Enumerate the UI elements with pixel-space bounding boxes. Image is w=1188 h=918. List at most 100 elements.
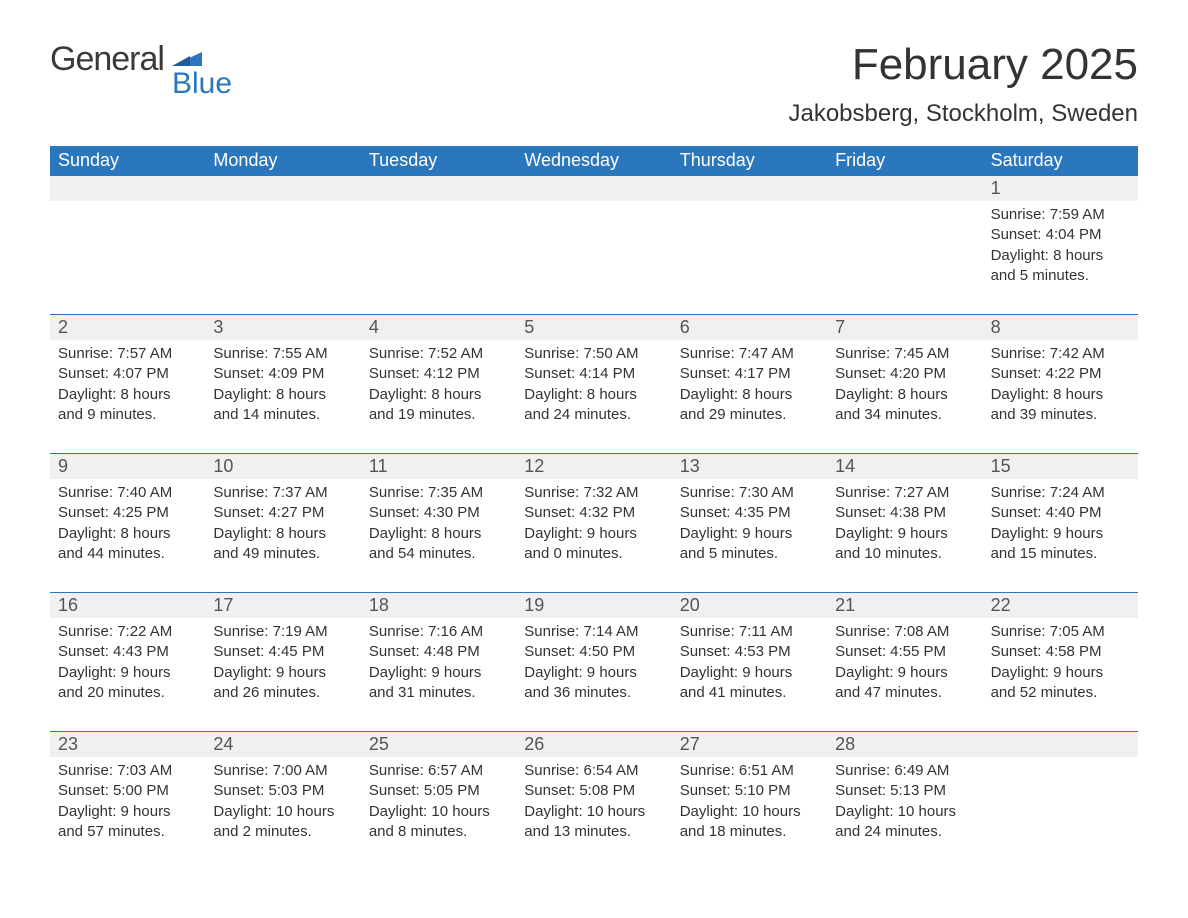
day-content: Sunrise: 7:42 AMSunset: 4:22 PMDaylight:… <box>983 340 1138 451</box>
day-header-cell: Tuesday <box>361 146 516 175</box>
sunrise-line: Sunrise: 7:27 AM <box>835 483 974 503</box>
daylight-line: Daylight: 9 hours and 10 minutes. <box>835 524 974 565</box>
day-content: Sunrise: 7:03 AMSunset: 5:00 PMDaylight:… <box>50 757 205 868</box>
day-header-cell: Saturday <box>983 146 1138 175</box>
sunset-line: Sunset: 4:20 PM <box>835 364 974 384</box>
day-header-row: SundayMondayTuesdayWednesdayThursdayFrid… <box>50 146 1138 175</box>
sunset-line: Sunset: 5:10 PM <box>680 781 819 801</box>
sunset-line: Sunset: 5:08 PM <box>524 781 663 801</box>
month-title: February 2025 <box>788 40 1138 90</box>
sunrise-line: Sunrise: 7:35 AM <box>369 483 508 503</box>
sunset-line: Sunset: 4:25 PM <box>58 503 197 523</box>
daylight-line: Daylight: 10 hours and 2 minutes. <box>213 802 352 843</box>
day-number: 15 <box>983 454 1138 479</box>
day-content: Sunrise: 7:27 AMSunset: 4:38 PMDaylight:… <box>827 479 982 590</box>
sunrise-line: Sunrise: 7:05 AM <box>991 622 1130 642</box>
day-content: Sunrise: 7:05 AMSunset: 4:58 PMDaylight:… <box>983 618 1138 729</box>
sunrise-line: Sunrise: 6:49 AM <box>835 761 974 781</box>
daylight-line: Daylight: 8 hours and 34 minutes. <box>835 385 974 426</box>
day-content: Sunrise: 7:40 AMSunset: 4:25 PMDaylight:… <box>50 479 205 590</box>
day-number: 10 <box>205 454 360 479</box>
sunset-line: Sunset: 5:13 PM <box>835 781 974 801</box>
day-content: Sunrise: 7:52 AMSunset: 4:12 PMDaylight:… <box>361 340 516 451</box>
day-content: Sunrise: 7:32 AMSunset: 4:32 PMDaylight:… <box>516 479 671 590</box>
daylight-line: Daylight: 9 hours and 52 minutes. <box>991 663 1130 704</box>
sunrise-line: Sunrise: 7:37 AM <box>213 483 352 503</box>
day-content <box>983 757 1138 868</box>
daynum-row: 2345678 <box>50 315 1138 340</box>
day-number: 1 <box>983 176 1138 201</box>
day-number: 19 <box>516 593 671 618</box>
sunrise-line: Sunrise: 7:19 AM <box>213 622 352 642</box>
day-number: 9 <box>50 454 205 479</box>
sunrise-line: Sunrise: 7:22 AM <box>58 622 197 642</box>
daylight-line: Daylight: 8 hours and 24 minutes. <box>524 385 663 426</box>
daylight-line: Daylight: 9 hours and 41 minutes. <box>680 663 819 704</box>
daylight-line: Daylight: 10 hours and 24 minutes. <box>835 802 974 843</box>
sunrise-line: Sunrise: 7:16 AM <box>369 622 508 642</box>
sunrise-line: Sunrise: 7:32 AM <box>524 483 663 503</box>
day-number: 25 <box>361 732 516 757</box>
sunrise-line: Sunrise: 6:57 AM <box>369 761 508 781</box>
daylight-line: Daylight: 9 hours and 26 minutes. <box>213 663 352 704</box>
day-content: Sunrise: 7:37 AMSunset: 4:27 PMDaylight:… <box>205 479 360 590</box>
sunset-line: Sunset: 4:55 PM <box>835 642 974 662</box>
daylight-line: Daylight: 8 hours and 5 minutes. <box>991 246 1130 287</box>
sunrise-line: Sunrise: 7:40 AM <box>58 483 197 503</box>
day-number <box>205 176 360 201</box>
day-number: 22 <box>983 593 1138 618</box>
day-content: Sunrise: 6:54 AMSunset: 5:08 PMDaylight:… <box>516 757 671 868</box>
daynum-row: 9101112131415 <box>50 454 1138 479</box>
sunset-line: Sunset: 4:45 PM <box>213 642 352 662</box>
sunset-line: Sunset: 4:09 PM <box>213 364 352 384</box>
sunset-line: Sunset: 4:12 PM <box>369 364 508 384</box>
day-content: Sunrise: 7:08 AMSunset: 4:55 PMDaylight:… <box>827 618 982 729</box>
daynum-row: 232425262728 <box>50 732 1138 757</box>
day-content: Sunrise: 7:11 AMSunset: 4:53 PMDaylight:… <box>672 618 827 729</box>
daylight-line: Daylight: 8 hours and 54 minutes. <box>369 524 508 565</box>
day-number <box>983 732 1138 757</box>
day-content: Sunrise: 6:49 AMSunset: 5:13 PMDaylight:… <box>827 757 982 868</box>
day-header-cell: Thursday <box>672 146 827 175</box>
week: 2345678Sunrise: 7:57 AMSunset: 4:07 PMDa… <box>50 314 1138 451</box>
daylight-line: Daylight: 9 hours and 20 minutes. <box>58 663 197 704</box>
sunset-line: Sunset: 5:03 PM <box>213 781 352 801</box>
day-content: Sunrise: 6:57 AMSunset: 5:05 PMDaylight:… <box>361 757 516 868</box>
daycontent-row: Sunrise: 7:40 AMSunset: 4:25 PMDaylight:… <box>50 479 1138 590</box>
day-content: Sunrise: 7:24 AMSunset: 4:40 PMDaylight:… <box>983 479 1138 590</box>
day-content: Sunrise: 7:55 AMSunset: 4:09 PMDaylight:… <box>205 340 360 451</box>
daynum-row: 1 <box>50 176 1138 201</box>
sunrise-line: Sunrise: 6:54 AM <box>524 761 663 781</box>
sunset-line: Sunset: 5:00 PM <box>58 781 197 801</box>
daylight-line: Daylight: 8 hours and 44 minutes. <box>58 524 197 565</box>
daylight-line: Daylight: 8 hours and 39 minutes. <box>991 385 1130 426</box>
daylight-line: Daylight: 10 hours and 13 minutes. <box>524 802 663 843</box>
sunrise-line: Sunrise: 7:52 AM <box>369 344 508 364</box>
daylight-line: Daylight: 9 hours and 5 minutes. <box>680 524 819 565</box>
daylight-line: Daylight: 9 hours and 57 minutes. <box>58 802 197 843</box>
day-content: Sunrise: 7:00 AMSunset: 5:03 PMDaylight:… <box>205 757 360 868</box>
daylight-line: Daylight: 8 hours and 29 minutes. <box>680 385 819 426</box>
sunrise-line: Sunrise: 7:11 AM <box>680 622 819 642</box>
day-number <box>827 176 982 201</box>
daylight-line: Daylight: 10 hours and 8 minutes. <box>369 802 508 843</box>
day-content: Sunrise: 7:59 AMSunset: 4:04 PMDaylight:… <box>983 201 1138 312</box>
day-content: Sunrise: 7:47 AMSunset: 4:17 PMDaylight:… <box>672 340 827 451</box>
daylight-line: Daylight: 9 hours and 15 minutes. <box>991 524 1130 565</box>
daylight-line: Daylight: 9 hours and 31 minutes. <box>369 663 508 704</box>
daycontent-row: Sunrise: 7:03 AMSunset: 5:00 PMDaylight:… <box>50 757 1138 868</box>
day-number <box>50 176 205 201</box>
sunrise-line: Sunrise: 7:00 AM <box>213 761 352 781</box>
day-number: 16 <box>50 593 205 618</box>
week: 9101112131415Sunrise: 7:40 AMSunset: 4:2… <box>50 453 1138 590</box>
sunrise-line: Sunrise: 6:51 AM <box>680 761 819 781</box>
day-number: 28 <box>827 732 982 757</box>
day-content: Sunrise: 7:50 AMSunset: 4:14 PMDaylight:… <box>516 340 671 451</box>
header: General Blue February 2025 Jakobsberg, S… <box>50 40 1138 128</box>
day-number: 6 <box>672 315 827 340</box>
sunrise-line: Sunrise: 7:59 AM <box>991 205 1130 225</box>
day-header-cell: Friday <box>827 146 982 175</box>
daylight-line: Daylight: 8 hours and 14 minutes. <box>213 385 352 426</box>
day-number <box>672 176 827 201</box>
daylight-line: Daylight: 8 hours and 49 minutes. <box>213 524 352 565</box>
